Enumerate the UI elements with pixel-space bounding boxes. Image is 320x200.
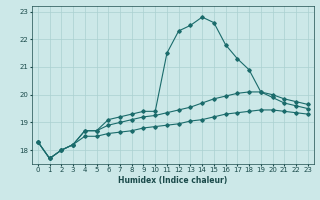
X-axis label: Humidex (Indice chaleur): Humidex (Indice chaleur) (118, 176, 228, 185)
